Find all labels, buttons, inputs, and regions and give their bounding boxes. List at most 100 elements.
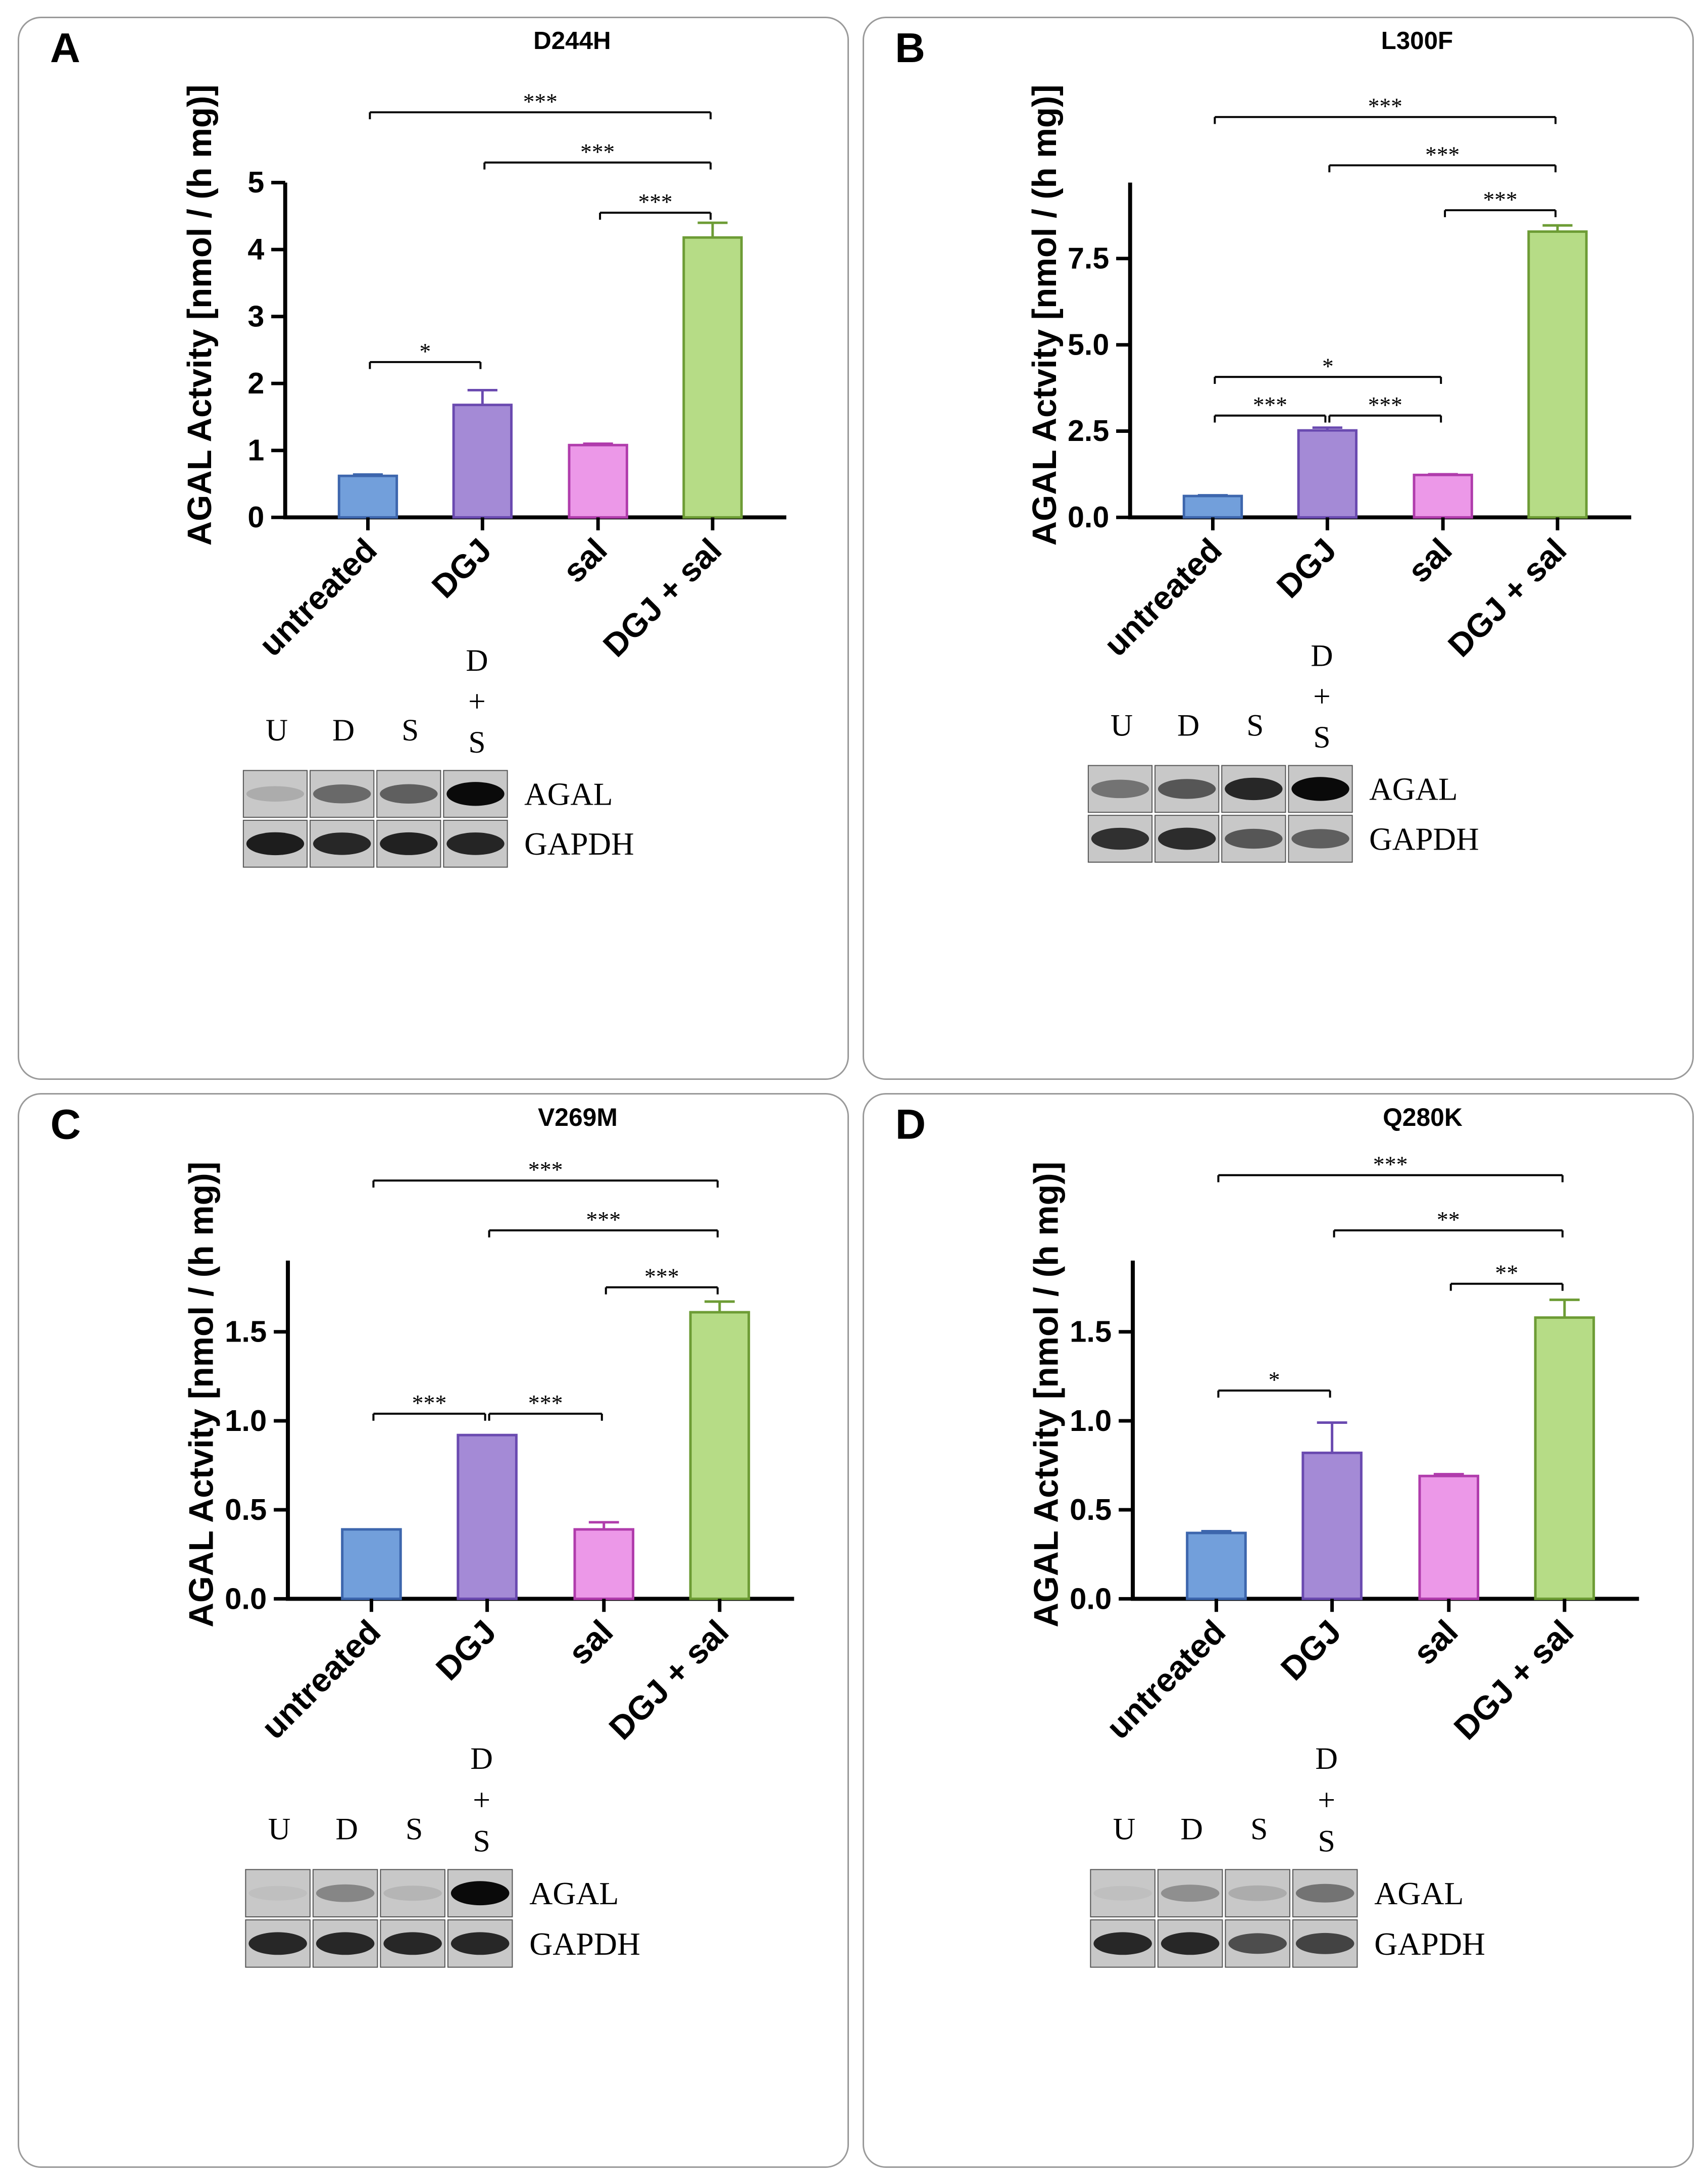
blot-lane-label: U: [266, 714, 288, 748]
bar: [1186, 1531, 1247, 1600]
significance-label: ***: [1253, 392, 1287, 418]
chart-svg: B L300F AGAL Actvity [nmol / (h mg)] 0.0 2.5…: [895, 24, 1632, 863]
blot-band: [1291, 777, 1349, 801]
blot-band: [313, 784, 371, 804]
y-tick-label: 1.0: [1070, 1404, 1112, 1438]
y-axis-label: AGAL Actvity [nmol / (h mg)]: [1026, 84, 1064, 546]
bar: [1418, 1474, 1480, 1600]
y-tick-label: 0.0: [225, 1581, 267, 1615]
blot-band: [1091, 827, 1149, 850]
significance-label: **: [1437, 1207, 1460, 1232]
bar: [1297, 429, 1358, 519]
significance-label: ***: [580, 139, 615, 165]
blot-lane-label: D: [1177, 709, 1199, 742]
blot-band: [1225, 777, 1283, 801]
blot-lane-label: S: [1318, 1824, 1335, 1859]
blot-band: [450, 1881, 510, 1906]
blot-lane-label: S: [1246, 709, 1264, 742]
significance-label: ***: [412, 1390, 447, 1416]
x-tick-label: sal: [556, 531, 614, 590]
y-axis-label: AGAL Actvity [nmol / (h mg)]: [183, 1162, 221, 1627]
blot-lane-label: +: [1318, 1783, 1335, 1817]
significance-label: ***: [644, 1264, 679, 1290]
x-tick-label: DGJ: [429, 1613, 504, 1688]
bar: [457, 1433, 518, 1600]
x-tick-label: sal: [561, 1613, 620, 1672]
x-tick-label: DGJ: [425, 531, 498, 605]
y-tick-label: 1.5: [225, 1315, 267, 1349]
significance-label: *: [1269, 1367, 1280, 1393]
x-tick-label: DGJ + sal: [1441, 531, 1574, 664]
x-tick-label: DGJ: [1274, 1613, 1348, 1688]
blot-lane-label: D: [466, 644, 488, 678]
bar: [341, 1528, 402, 1600]
blot-band: [246, 786, 305, 802]
x-tick-label: sal: [1406, 1613, 1465, 1672]
y-tick-label: 0.0: [1068, 500, 1109, 534]
blot-band: [1161, 1932, 1220, 1955]
y-tick-label: 2: [247, 366, 264, 400]
significance-label: *: [420, 339, 431, 364]
blot-band: [248, 1886, 307, 1901]
blot-row-label: GAPDH: [529, 1926, 640, 1962]
chart-panel-a: A D244H AGAL Actvity [nmol / (h mg)] 0 1 2 3 4 5…: [18, 17, 849, 1080]
blot-band: [1291, 829, 1349, 849]
blot-band: [246, 832, 305, 856]
blot-lane-label: +: [468, 685, 485, 719]
y-tick-label: 0.5: [1070, 1493, 1112, 1526]
blot-row-label: AGAL: [1369, 772, 1458, 807]
significance-label: **: [1495, 1260, 1518, 1286]
blot-band: [1093, 1932, 1152, 1955]
chart-panel-c: C V269M AGAL Actvity [nmol / (h mg)] 0.0 0.5…: [18, 1093, 849, 2168]
chart-svg: C V269M AGAL Actvity [nmol / (h mg)] 0.0 0.5…: [51, 1101, 794, 1968]
blot-band: [1158, 827, 1216, 850]
blot-band: [1295, 1933, 1354, 1954]
x-tick-label: DGJ + sal: [601, 1613, 736, 1747]
blot-band: [380, 832, 438, 855]
bar: [1182, 494, 1243, 519]
blot-lane-label: U: [1113, 1812, 1136, 1847]
y-tick-label: 0: [247, 500, 264, 534]
x-tick-label: DGJ + sal: [596, 531, 729, 664]
blot-band: [316, 1884, 375, 1902]
significance-label: ***: [528, 1390, 563, 1416]
y-tick-label: 5.0: [1068, 327, 1109, 361]
blot-lane-label: +: [473, 1783, 490, 1817]
blot-lane-label: S: [473, 1824, 490, 1859]
x-tick-label: untreated: [1097, 531, 1229, 663]
panel-letter: C: [51, 1101, 81, 1148]
y-tick-label: 0.5: [225, 1493, 267, 1526]
blot-lane-label: S: [1250, 1812, 1268, 1847]
blot-band: [380, 784, 438, 804]
chart-svg: D Q280K AGAL Actvity [nmol / (h mg)] 0.0 0.5…: [895, 1101, 1639, 1968]
blot-lane-label: S: [406, 1812, 423, 1847]
significance-label: ***: [1368, 392, 1402, 418]
blot-band: [1225, 828, 1283, 849]
y-tick-label: 5: [247, 165, 264, 199]
blot-band: [1161, 1885, 1220, 1902]
significance-label: ***: [528, 1157, 563, 1182]
blot-lane-label: S: [468, 726, 485, 760]
y-tick-label: 3: [247, 299, 264, 333]
blot-lane-label: U: [268, 1812, 291, 1847]
blot-band: [248, 1932, 307, 1955]
bar: [1301, 1451, 1363, 1600]
blot-band: [1228, 1885, 1287, 1901]
chart-panel-d: D Q280K AGAL Actvity [nmol / (h mg)] 0.0 0.5…: [863, 1093, 1694, 2168]
significance-label: *: [1322, 354, 1334, 379]
y-tick-label: 7.5: [1068, 241, 1109, 275]
bar: [452, 404, 513, 519]
bar: [1413, 473, 1473, 519]
bar: [1527, 230, 1588, 519]
blot-row-label: AGAL: [524, 776, 613, 812]
y-tick-label: 2.5: [1068, 414, 1109, 448]
y-tick-label: 4: [247, 232, 264, 266]
bar: [689, 1311, 750, 1600]
blot-row-label: GAPDH: [524, 826, 634, 862]
blot-row-label: GAPDH: [1369, 821, 1479, 857]
blot-band: [383, 1932, 442, 1955]
bar: [682, 236, 743, 519]
x-tick-label: untreated: [254, 1613, 387, 1746]
blot-band: [446, 832, 505, 855]
blot-lane-label: U: [1111, 709, 1133, 742]
